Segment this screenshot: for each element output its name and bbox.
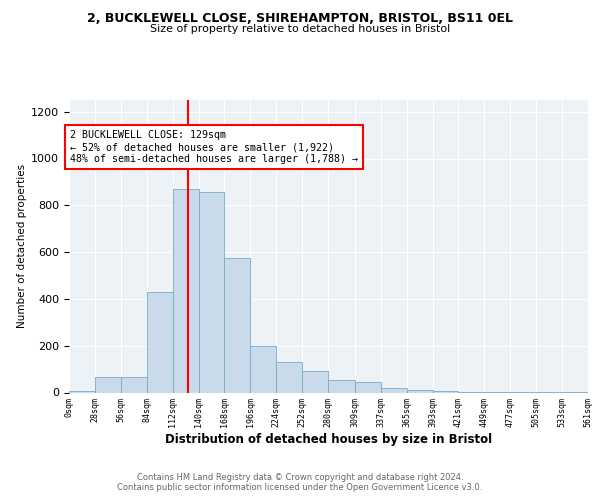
Text: Size of property relative to detached houses in Bristol: Size of property relative to detached ho… — [150, 24, 450, 34]
Bar — [381, 388, 407, 392]
Bar — [224, 258, 250, 392]
Text: Contains public sector information licensed under the Open Government Licence v3: Contains public sector information licen… — [118, 484, 482, 492]
Y-axis label: Number of detached properties: Number of detached properties — [17, 164, 27, 328]
Bar — [173, 189, 199, 392]
Text: 2, BUCKLEWELL CLOSE, SHIREHAMPTON, BRISTOL, BS11 0EL: 2, BUCKLEWELL CLOSE, SHIREHAMPTON, BRIST… — [87, 12, 513, 26]
Bar — [121, 378, 147, 392]
X-axis label: Distribution of detached houses by size in Bristol: Distribution of detached houses by size … — [165, 433, 492, 446]
Bar — [250, 346, 276, 393]
Text: 2 BUCKLEWELL CLOSE: 129sqm
← 52% of detached houses are smaller (1,922)
48% of s: 2 BUCKLEWELL CLOSE: 129sqm ← 52% of deta… — [70, 130, 358, 164]
Bar — [328, 380, 355, 392]
Bar — [433, 390, 458, 392]
Bar — [147, 292, 173, 392]
Bar — [302, 372, 328, 392]
Bar — [276, 362, 302, 392]
Bar — [95, 378, 121, 392]
Bar — [407, 390, 433, 392]
Bar — [199, 192, 224, 392]
Text: Contains HM Land Registry data © Crown copyright and database right 2024.: Contains HM Land Registry data © Crown c… — [137, 472, 463, 482]
Bar — [355, 382, 381, 392]
